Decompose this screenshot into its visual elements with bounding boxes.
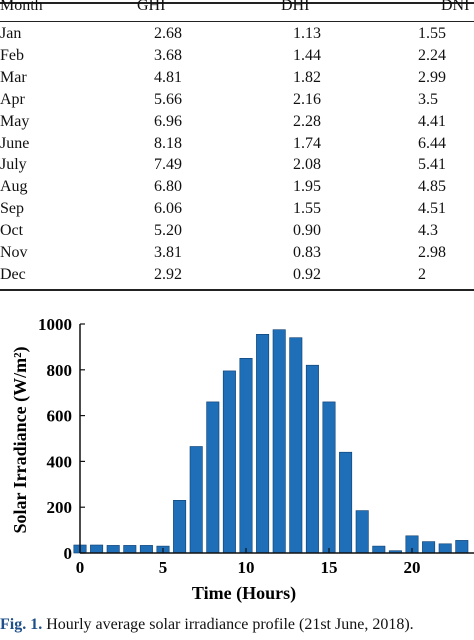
cell-month: June <box>0 134 30 152</box>
x-ticks: 0 5 10 15 20 <box>76 548 421 577</box>
bar-hour-7 <box>189 446 203 554</box>
bar-hour-1 <box>90 544 104 554</box>
header-month: Month <box>0 0 43 14</box>
cell-dni: 3.5 <box>418 90 438 108</box>
cell-dni: 4.41 <box>418 112 446 130</box>
bar-hour-10 <box>239 357 253 554</box>
cell-dhi: 1.44 <box>293 46 321 64</box>
figure-label: Fig. 1. <box>0 616 43 633</box>
bar-hour-6 <box>173 500 187 554</box>
cell-month: Nov <box>0 244 28 261</box>
cell-dni: 2.98 <box>418 244 446 261</box>
cell-ghi: 6.80 <box>154 178 182 196</box>
x-tick-label: 0 <box>76 558 85 577</box>
cell-dni: 4.85 <box>418 178 446 196</box>
cell-dni: 4.51 <box>418 200 446 218</box>
cell-dhi: 1.82 <box>293 68 321 86</box>
x-axis-label: Time (Hours) <box>192 583 296 604</box>
x-tick-label: 5 <box>159 558 168 577</box>
cell-ghi: 3.81 <box>154 244 182 261</box>
cell-dni: 2 <box>418 265 426 283</box>
cell-dhi: 1.74 <box>293 134 321 152</box>
header-ghi: GHI <box>137 0 166 14</box>
bar-hour-8 <box>206 401 220 554</box>
figure-caption-text: Hourly average solar irradiance profile … <box>42 616 414 633</box>
cell-dni: 4.3 <box>418 222 438 240</box>
table-bottom-rule <box>0 289 474 291</box>
cell-month: Aug <box>0 178 28 196</box>
cell-dhi: 2.28 <box>293 112 321 130</box>
bar-hour-17 <box>355 510 369 554</box>
bar-hour-14 <box>305 364 319 554</box>
cell-ghi: 6.06 <box>154 200 182 218</box>
bar-hour-21 <box>422 541 436 554</box>
cell-dhi: 2.16 <box>293 90 321 108</box>
bar-hour-23 <box>455 540 469 554</box>
cell-month: July <box>0 156 27 174</box>
cell-ghi: 2.92 <box>154 265 182 283</box>
bar-hour-9 <box>222 370 236 554</box>
cell-ghi: 2.68 <box>154 25 182 42</box>
y-tick-label: 400 <box>47 452 73 471</box>
bar-hour-16 <box>339 451 353 554</box>
cell-dhi: 1.95 <box>293 178 321 196</box>
cell-month: Oct <box>0 222 24 240</box>
cell-ghi: 8.18 <box>154 134 182 152</box>
cell-dhi: 0.92 <box>293 265 321 283</box>
bar-hour-22 <box>438 543 452 554</box>
x-tick-label: 15 <box>321 558 338 577</box>
cell-dni: 2.99 <box>418 68 446 86</box>
y-tick-label: 0 <box>64 544 73 563</box>
y-tick-label: 800 <box>47 361 73 380</box>
cell-month: May <box>0 112 30 130</box>
table-top-rule <box>0 2 474 4</box>
cell-month: Jan <box>0 25 22 42</box>
bar-hour-15 <box>322 401 336 554</box>
cell-month: Mar <box>0 68 27 86</box>
cell-dhi: 1.55 <box>293 200 321 218</box>
x-tick-label: 20 <box>404 558 421 577</box>
cell-dhi: 1.13 <box>293 25 321 42</box>
x-tick-label: 10 <box>238 558 255 577</box>
cell-dni: 2.24 <box>418 46 446 64</box>
y-tick-label: 1000 <box>38 315 72 334</box>
cell-dhi: 0.83 <box>293 244 321 261</box>
table-header-rule <box>0 21 474 22</box>
y-ticks: 0 200 400 600 800 1000 <box>38 315 85 563</box>
cell-dni: 5.41 <box>418 156 446 174</box>
bar-hour-18 <box>372 545 386 554</box>
cell-ghi: 3.68 <box>154 46 182 64</box>
y-tick-label: 600 <box>47 407 73 426</box>
cell-ghi: 5.66 <box>154 90 182 108</box>
cell-dhi: 2.08 <box>293 156 321 174</box>
cell-ghi: 5.20 <box>154 222 182 240</box>
cell-dni: 6.44 <box>418 134 446 152</box>
bar-series <box>73 329 469 554</box>
bar-hour-2 <box>106 545 120 554</box>
bar-hour-3 <box>123 545 137 554</box>
figure-caption: Fig. 1. Hourly average solar irradiance … <box>0 614 474 636</box>
header-dni: DNI <box>441 0 470 14</box>
cell-dhi: 0.90 <box>293 222 321 240</box>
cell-month: Dec <box>0 265 26 283</box>
cell-month: Apr <box>0 90 25 108</box>
cell-ghi: 4.81 <box>154 68 182 86</box>
cell-ghi: 6.96 <box>154 112 182 130</box>
cell-month: Feb <box>0 46 24 64</box>
cell-ghi: 7.49 <box>154 156 182 174</box>
header-dhi: DHI <box>281 0 310 14</box>
bar-hour-12 <box>272 329 286 554</box>
y-tick-label: 200 <box>47 498 73 517</box>
y-axis-label: Solar Irradiance (W/m²) <box>10 346 31 533</box>
bar-hour-11 <box>256 333 270 554</box>
bar-hour-13 <box>289 337 303 554</box>
irradiance-table: Month GHI DHI DNI Jan 2.68 1.13 1.55 Feb 3.68… <box>0 0 474 292</box>
cell-dni: 1.55 <box>418 25 446 42</box>
bar-hour-4 <box>139 545 153 554</box>
cell-month: Sep <box>0 200 24 218</box>
